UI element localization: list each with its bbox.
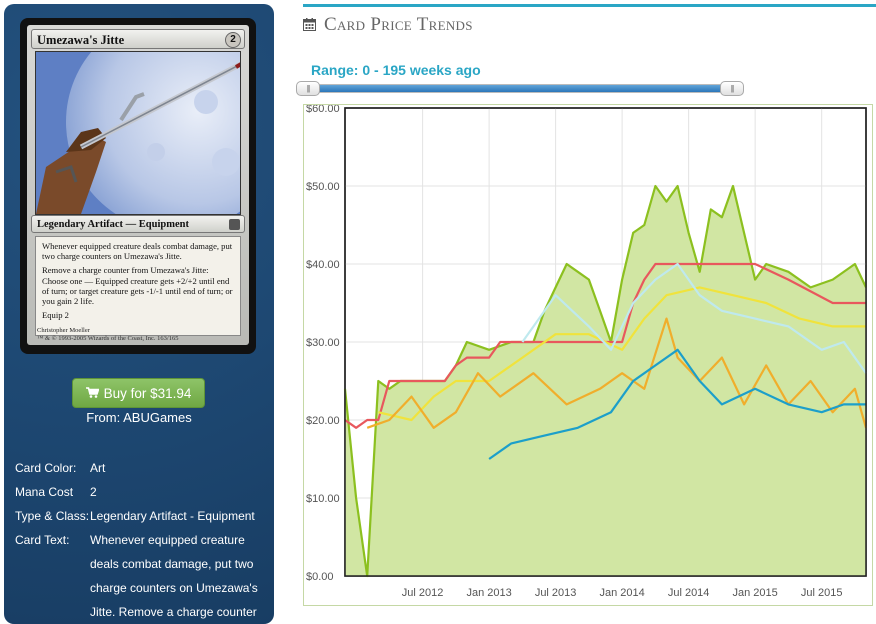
x-tick-label: Jan 2015 xyxy=(733,587,778,599)
x-tick-label: Jul 2015 xyxy=(801,587,843,599)
card-legal: ™ & © 1993-2005 Wizards of the Coast, In… xyxy=(37,335,179,342)
card-title-bar: Umezawa's Jitte 2 xyxy=(31,29,245,49)
info-key: Card Text: xyxy=(15,533,70,547)
range-slider-min-handle[interactable]: ||| xyxy=(296,81,320,96)
y-tick-label: $50.00 xyxy=(306,181,340,193)
section-title: Card Price Trends xyxy=(303,14,473,38)
card-footer: Christopher Moeller ™ & © 1993-2005 Wiza… xyxy=(37,327,239,343)
x-tick-label: Jul 2012 xyxy=(402,587,444,599)
info-value: Legendary Artifact - Equipment xyxy=(90,509,255,523)
card-rules-text: Whenever equipped creature deals combat … xyxy=(35,236,241,336)
x-tick-label: Jan 2013 xyxy=(466,587,511,599)
price-chart-svg: $0.00 $10.00 $20.00 $30.00 $40.00 $50.00 $60.0… xyxy=(306,103,868,599)
y-tick-label: $10.00 xyxy=(306,493,340,505)
series-line-lightblue xyxy=(521,262,867,374)
range-slider-selection xyxy=(312,85,726,92)
info-value: 2 xyxy=(90,485,97,499)
series-line-yellow xyxy=(378,286,866,422)
info-row-color: Card Color: Art xyxy=(15,456,265,480)
series-area-green xyxy=(345,186,866,576)
info-value: Whenever equipped creature deals combat … xyxy=(90,533,258,619)
range-label: Range: 0 - 195 weeks ago xyxy=(311,62,481,78)
price-chart: $0.00 $10.00 $20.00 $30.00 $40.00 $50.00 $60.0… xyxy=(303,103,873,606)
buy-button[interactable]: Buy for $31.94 xyxy=(72,378,205,408)
card-sidebar: Umezawa's Jitte 2 xyxy=(4,4,274,624)
card-type-text: Legendary Artifact — Equipment xyxy=(37,219,189,230)
info-key: Card Color: xyxy=(15,461,77,475)
calendar-icon xyxy=(303,15,316,37)
jitte-art-illustration xyxy=(36,52,240,214)
info-row-text: Card Text: Whenever equipped creature de… xyxy=(15,528,265,624)
x-tick-label: Jul 2013 xyxy=(535,587,577,599)
plot-frame xyxy=(344,107,867,577)
card-image: Umezawa's Jitte 2 xyxy=(20,18,256,354)
card-art xyxy=(35,51,241,215)
y-tick-label: $0.00 xyxy=(306,571,334,583)
card-artist: Christopher Moeller xyxy=(37,327,90,334)
series-line-orange xyxy=(366,317,868,429)
y-tick-label: $30.00 xyxy=(306,337,340,349)
buy-button-label: Buy for $31.94 xyxy=(103,386,192,401)
rules-paragraph: Remove a charge counter from Umezawa's J… xyxy=(42,265,233,307)
section-title-text: Card Price Trends xyxy=(324,14,473,35)
rules-paragraph: Equip 2 xyxy=(42,310,69,321)
info-value: Art xyxy=(90,461,106,475)
info-row-type: Type & Class: Legendary Artifact - Equip… xyxy=(15,504,265,528)
card-type-line: Legendary Artifact — Equipment xyxy=(31,215,245,233)
card-frame: Umezawa's Jitte 2 xyxy=(27,25,249,345)
x-tick-label: Jul 2014 xyxy=(668,587,710,599)
x-tick-label: Jan 2014 xyxy=(599,587,644,599)
cart-icon xyxy=(85,379,100,409)
series-line-red xyxy=(344,262,866,429)
section-top-rule xyxy=(303,4,876,7)
set-symbol-icon xyxy=(229,219,240,230)
card-name: Umezawa's Jitte xyxy=(37,33,125,47)
card-info-list: Card Color: Art Mana Cost 2 Type & Class… xyxy=(15,456,265,624)
y-tick-label: $40.00 xyxy=(306,259,340,271)
y-tick-label: $20.00 xyxy=(306,415,340,427)
info-row-mana: Mana Cost 2 xyxy=(15,480,265,504)
y-tick-label: $60.00 xyxy=(306,105,340,115)
info-key: Type & Class: xyxy=(15,509,90,523)
info-key: Mana Cost xyxy=(15,485,74,499)
seller-name: From: ABUGames xyxy=(86,410,192,425)
rules-paragraph: Whenever equipped creature deals combat … xyxy=(42,241,233,262)
mana-symbol: 2 xyxy=(225,32,241,48)
series-line-blue xyxy=(488,348,866,460)
range-slider-max-handle[interactable]: ||| xyxy=(720,81,744,96)
